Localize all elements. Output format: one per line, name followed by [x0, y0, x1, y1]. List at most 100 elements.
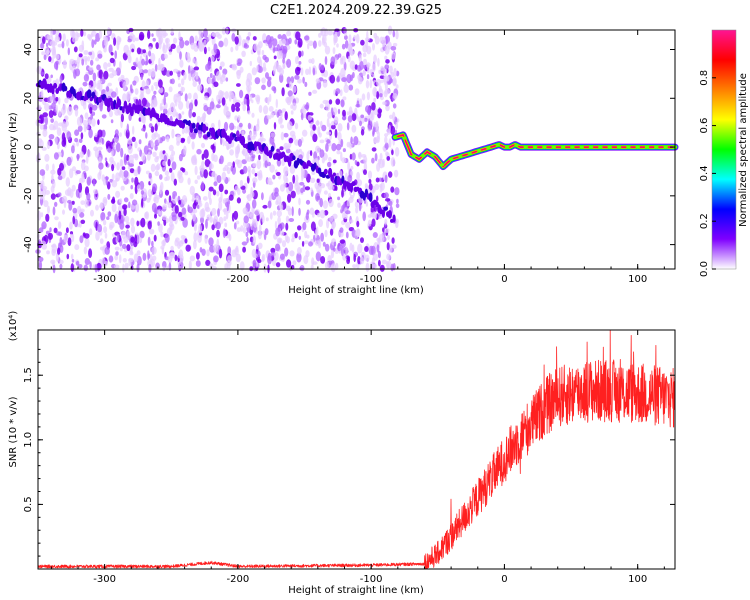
- noise-speckle: [289, 164, 296, 174]
- noise-speckle: [52, 206, 56, 216]
- noise-speckle: [234, 102, 241, 108]
- noise-speckle: [350, 170, 354, 176]
- noise-speckle: [277, 216, 281, 225]
- noise-speckle: [388, 138, 392, 148]
- noise-speckle: [324, 243, 330, 252]
- noise-speckle: [151, 240, 154, 247]
- noise-speckle: [74, 218, 78, 228]
- track-dot: [204, 126, 209, 131]
- noise-speckle: [375, 120, 379, 130]
- noise-speckle: [236, 83, 241, 87]
- noise-speckle: [298, 148, 302, 153]
- noise-speckle: [121, 243, 127, 249]
- noise-speckle: [252, 259, 257, 268]
- noise-speckle: [136, 220, 140, 227]
- noise-speckle: [336, 75, 340, 82]
- noise-speckle: [145, 132, 148, 139]
- noise-speckle: [208, 237, 214, 247]
- track-blob: [607, 145, 612, 149]
- noise-speckle: [300, 167, 305, 176]
- noise-speckle: [42, 112, 48, 118]
- noise-speckle: [171, 161, 177, 171]
- noise-speckle: [343, 84, 349, 93]
- noise-speckle: [52, 43, 56, 54]
- noise-speckle: [253, 253, 258, 259]
- noise-speckle: [330, 56, 336, 65]
- noise-speckle: [153, 234, 157, 242]
- noise-speckle: [294, 231, 298, 239]
- noise-speckle: [203, 46, 207, 55]
- noise-speckle: [299, 266, 304, 271]
- noise-speckle: [54, 36, 61, 43]
- noise-speckle: [229, 90, 233, 96]
- noise-speckle: [184, 93, 188, 102]
- noise-speckle: [248, 169, 251, 179]
- noise-speckle: [235, 107, 240, 112]
- noise-speckle: [44, 190, 51, 195]
- noise-speckle: [154, 156, 159, 163]
- noise-speckle: [170, 245, 174, 251]
- track-blob: [663, 145, 668, 149]
- noise-speckle: [331, 124, 336, 130]
- noise-speckle: [187, 135, 191, 145]
- noise-speckle: [82, 232, 86, 237]
- noise-speckle: [183, 145, 187, 155]
- noise-speckle: [147, 30, 151, 40]
- noise-speckle: [170, 43, 176, 49]
- noise-speckle: [311, 257, 315, 266]
- noise-speckle: [148, 194, 152, 201]
- noise-speckle: [236, 159, 243, 169]
- noise-speckle: [154, 213, 157, 219]
- noise-speckle: [203, 105, 208, 112]
- noise-speckle: [395, 121, 399, 130]
- noise-speckle: [99, 202, 103, 208]
- noise-speckle: [230, 165, 234, 172]
- noise-speckle: [340, 99, 345, 108]
- noise-speckle: [342, 254, 347, 261]
- noise-speckle: [140, 217, 146, 228]
- noise-speckle: [335, 88, 341, 95]
- noise-speckle: [291, 206, 294, 217]
- noise-speckle: [274, 187, 279, 194]
- noise-speckle: [111, 173, 115, 181]
- noise-speckle: [188, 102, 194, 111]
- noise-speckle: [350, 219, 354, 224]
- colorbar-tick-label: 0.8: [699, 70, 710, 86]
- noise-speckle: [269, 164, 275, 173]
- noise-speckle: [292, 85, 297, 94]
- noise-speckle: [358, 54, 362, 63]
- track-dot: [202, 123, 207, 134]
- noise-speckle: [255, 94, 261, 103]
- noise-speckle: [266, 79, 272, 88]
- noise-speckle: [114, 129, 119, 136]
- noise-speckle: [188, 65, 191, 75]
- noise-speckle: [168, 195, 172, 203]
- track-dot: [42, 78, 47, 86]
- noise-speckle: [105, 175, 109, 186]
- noise-speckle: [163, 95, 166, 106]
- noise-speckle: [192, 58, 196, 64]
- noise-speckle: [44, 103, 50, 111]
- noise-speckle: [78, 53, 83, 58]
- noise-speckle: [340, 246, 345, 257]
- noise-speckle: [151, 133, 157, 140]
- track-dot: [292, 155, 296, 161]
- noise-speckle: [66, 253, 70, 260]
- noise-speckle: [78, 182, 83, 193]
- noise-speckle: [96, 64, 101, 71]
- noise-speckle: [178, 113, 182, 120]
- noise-speckle: [210, 122, 215, 129]
- noise-speckle: [305, 102, 309, 111]
- noise-speckle: [141, 127, 146, 132]
- noise-speckle: [336, 243, 342, 252]
- noise-speckle: [224, 91, 229, 100]
- noise-speckle: [211, 170, 216, 177]
- noise-speckle: [105, 160, 108, 167]
- noise-speckle: [336, 172, 340, 177]
- noise-speckle: [130, 217, 135, 227]
- noise-speckle: [193, 222, 197, 232]
- noise-speckle: [279, 117, 283, 123]
- noise-speckle: [306, 151, 310, 161]
- noise-speckle: [147, 189, 153, 198]
